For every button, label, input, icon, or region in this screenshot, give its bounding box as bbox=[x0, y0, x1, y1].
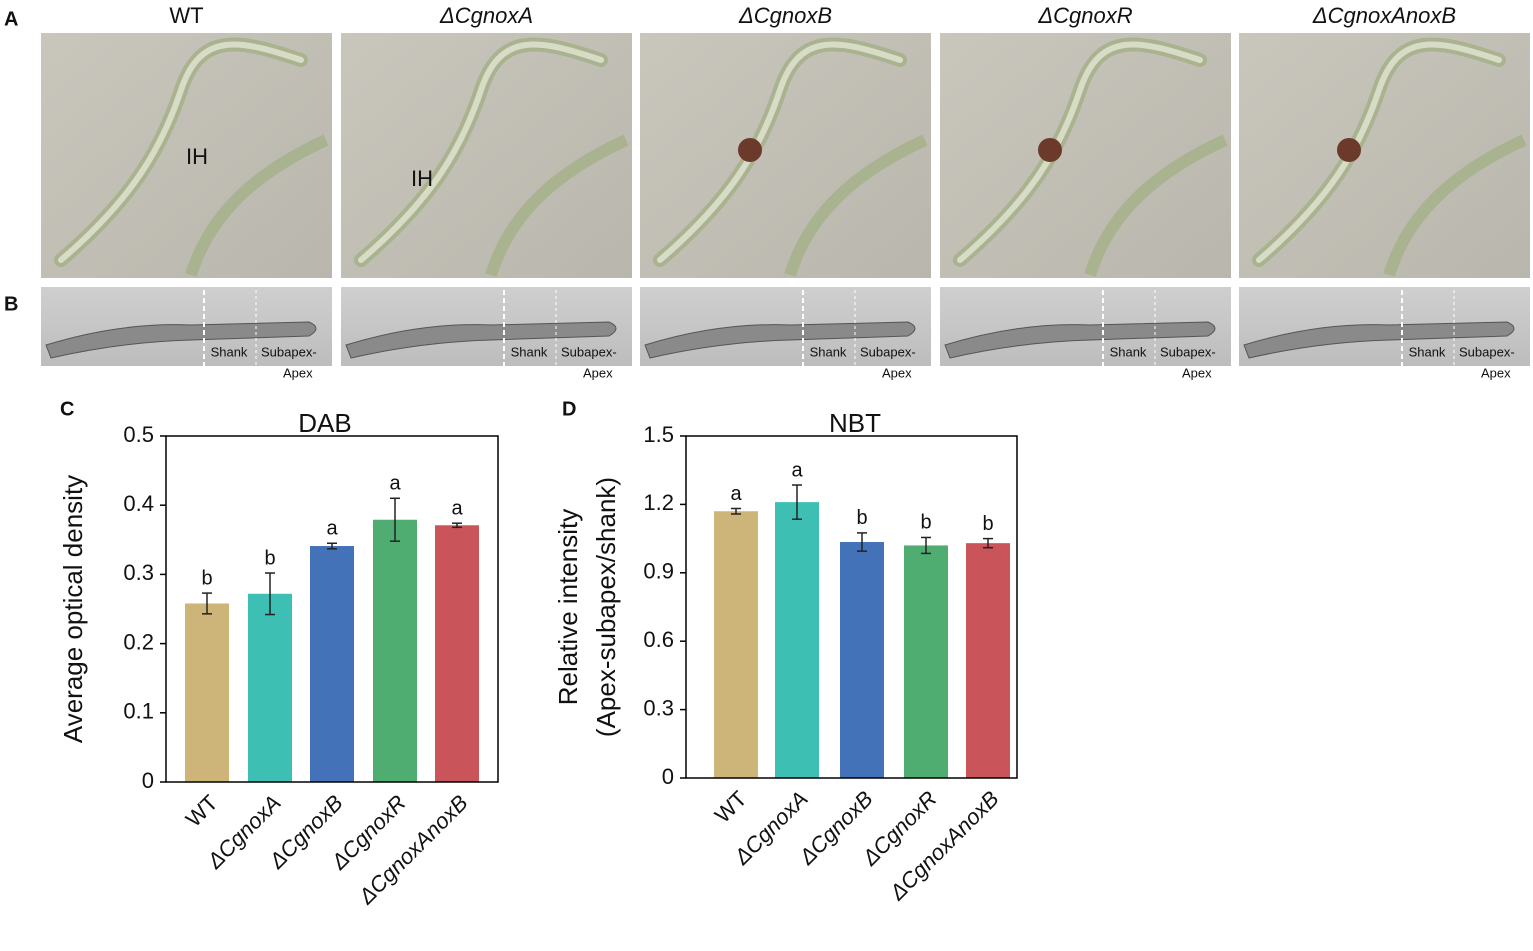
region-label: Shank bbox=[1110, 344, 1147, 359]
strain-title: WT bbox=[169, 3, 203, 28]
panel-label: C bbox=[60, 398, 74, 420]
region-label: Subapex- bbox=[561, 344, 617, 359]
bar bbox=[966, 543, 1010, 778]
hypha-tip bbox=[644, 321, 916, 359]
y-tick-label: 0.9 bbox=[643, 559, 674, 584]
strain-title: ΔCgnoxB bbox=[738, 3, 832, 28]
hypha-tip bbox=[1243, 321, 1515, 359]
bar bbox=[775, 502, 819, 778]
bar bbox=[248, 593, 292, 782]
y-tick-label: 0.2 bbox=[123, 629, 154, 654]
appressorium bbox=[738, 138, 762, 162]
region-label: Subapex- bbox=[860, 344, 916, 359]
region-label: Shank bbox=[1409, 344, 1446, 359]
hypha bbox=[485, 134, 629, 277]
hypha-tip bbox=[944, 321, 1216, 359]
hypha-tip bbox=[345, 321, 617, 359]
region-label: Shank bbox=[511, 344, 548, 359]
y-axis-label: Relative intensity bbox=[553, 509, 583, 706]
significance-letter: a bbox=[451, 497, 463, 519]
strain-title: ΔCgnoxA bbox=[439, 3, 533, 28]
region-label: Apex bbox=[1182, 365, 1212, 380]
significance-letter: b bbox=[856, 507, 867, 529]
significance-letter: a bbox=[730, 483, 742, 505]
hypha bbox=[185, 134, 329, 277]
x-tick-label: WT bbox=[181, 790, 223, 832]
significance-letter: b bbox=[920, 512, 931, 534]
hypha bbox=[784, 134, 928, 277]
bar bbox=[373, 519, 417, 782]
region-label: Shank bbox=[211, 344, 248, 359]
y-tick-label: 0.5 bbox=[123, 422, 154, 447]
region-label: Subapex- bbox=[261, 344, 317, 359]
hypha-edge bbox=[657, 41, 903, 263]
hypha bbox=[1383, 134, 1527, 277]
y-tick-label: 0 bbox=[142, 768, 154, 793]
y-axis-label: (Apex-subapex/shank) bbox=[591, 477, 621, 737]
region-label: Shank bbox=[810, 344, 847, 359]
ih-label: IH bbox=[186, 144, 208, 169]
hypha-edge bbox=[358, 41, 604, 263]
ih-label: IH bbox=[411, 166, 433, 191]
x-tick-label: WT bbox=[710, 786, 752, 828]
region-label: Subapex- bbox=[1459, 344, 1515, 359]
y-tick-label: 0.6 bbox=[643, 627, 674, 652]
significance-letter: a bbox=[791, 459, 803, 481]
hypha-tip bbox=[45, 321, 317, 359]
bar bbox=[714, 511, 758, 778]
x-tick-label: ΔCgnoxAnoxB bbox=[353, 790, 473, 910]
significance-letter: b bbox=[264, 547, 275, 569]
plot-frame bbox=[165, 435, 499, 783]
hypha-edge bbox=[957, 41, 1203, 263]
region-label: Apex bbox=[283, 365, 313, 380]
hypha bbox=[1084, 134, 1228, 277]
strain-title: ΔCgnoxR bbox=[1037, 3, 1132, 28]
strain-title: ΔCgnoxAnoxB bbox=[1312, 3, 1456, 28]
y-tick-label: 1.2 bbox=[643, 490, 674, 515]
y-tick-label: 0.3 bbox=[123, 560, 154, 585]
y-tick-label: 0.1 bbox=[123, 699, 154, 724]
panel-label: B bbox=[4, 293, 18, 315]
x-tick-label: ΔCgnoxAnoxB bbox=[884, 786, 1004, 906]
appressorium bbox=[1337, 138, 1361, 162]
bar bbox=[840, 542, 884, 778]
hypha-edge bbox=[1256, 41, 1502, 263]
panel-label: D bbox=[562, 398, 576, 420]
y-tick-label: 0.4 bbox=[123, 491, 154, 516]
significance-letter: b bbox=[201, 567, 212, 589]
bar bbox=[310, 546, 354, 782]
panel-label: A bbox=[4, 8, 18, 30]
region-label: Subapex- bbox=[1160, 344, 1216, 359]
y-axis-label: Average optical density bbox=[58, 475, 88, 743]
plot-frame bbox=[685, 435, 1018, 779]
significance-letter: a bbox=[389, 473, 401, 495]
chart-title: DAB bbox=[298, 408, 351, 438]
region-label: Apex bbox=[583, 365, 613, 380]
significance-letter: a bbox=[326, 518, 338, 540]
significance-letter: b bbox=[982, 513, 993, 535]
y-tick-label: 0.3 bbox=[643, 695, 674, 720]
y-tick-label: 0 bbox=[662, 764, 674, 789]
region-label: Apex bbox=[882, 365, 912, 380]
bar bbox=[185, 603, 229, 782]
bar bbox=[435, 525, 479, 782]
y-tick-label: 1.5 bbox=[643, 422, 674, 447]
region-label: Apex bbox=[1481, 365, 1511, 380]
chart-title: NBT bbox=[829, 408, 881, 438]
hypha-edge bbox=[58, 41, 304, 263]
appressorium bbox=[1038, 138, 1062, 162]
bar bbox=[904, 545, 948, 778]
